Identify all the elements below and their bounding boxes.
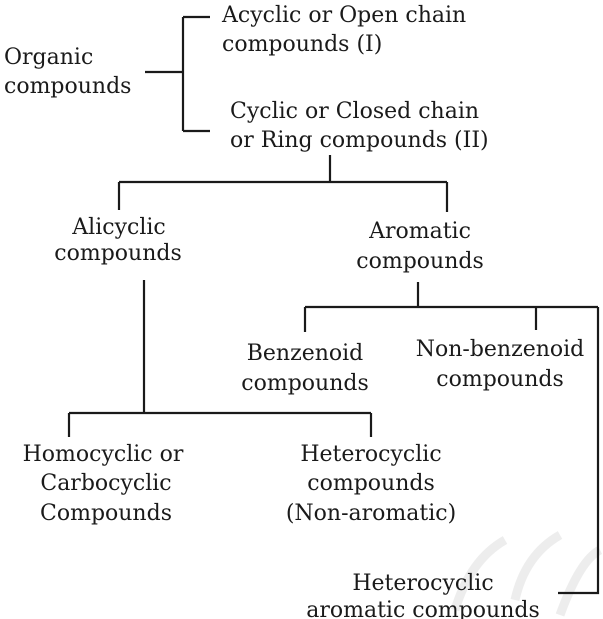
connectors bbox=[67, 15, 600, 595]
node-organic-line-1: Organic bbox=[4, 45, 93, 70]
node-cyclic-line-1: Cyclic or Closed chain bbox=[230, 99, 479, 124]
node-acyclic-line-2: compounds (I) bbox=[222, 32, 382, 57]
node-heterocyclic-aromatic-line-2: aromatic compounds bbox=[306, 598, 540, 619]
node-heterocyclic-line-1: Heterocyclic bbox=[300, 442, 441, 467]
node-heterocyclic-line-2: compounds bbox=[307, 471, 434, 496]
node-benzenoid-line-1: Benzenoid bbox=[247, 341, 364, 366]
node-organic-line-2: compounds bbox=[4, 74, 131, 99]
watermark bbox=[450, 531, 603, 617]
node-benzenoid-compounds: Benzenoid compounds bbox=[241, 341, 368, 396]
node-organic-compounds: Organic compounds bbox=[4, 45, 131, 99]
node-heterocyclic-compounds: Heterocyclic compounds (Non-aromatic) bbox=[286, 442, 456, 526]
node-homocyclic-line-1: Homocyclic or bbox=[23, 442, 184, 467]
node-heterocyclic-aromatic-compounds: Heterocyclic aromatic compounds bbox=[306, 571, 540, 619]
node-non-benzenoid-line-1: Non-benzenoid bbox=[416, 337, 585, 362]
node-non-benzenoid-line-2: compounds bbox=[436, 367, 563, 392]
node-aromatic-line-1: Aromatic bbox=[368, 219, 471, 244]
node-homocyclic-line-3: Compounds bbox=[40, 501, 172, 526]
node-heterocyclic-aromatic-line-1: Heterocyclic bbox=[352, 571, 493, 596]
node-acyclic-line-1: Acyclic or Open chain bbox=[221, 3, 466, 28]
node-acyclic-compounds: Acyclic or Open chain compounds (I) bbox=[221, 3, 466, 57]
node-cyclic-compounds: Cyclic or Closed chain or Ring compounds… bbox=[230, 99, 489, 153]
node-heterocyclic-line-3: (Non-aromatic) bbox=[286, 501, 456, 526]
node-alicyclic-line-1: Alicyclic bbox=[71, 215, 165, 240]
connector-to-heterocyclic-aromatic bbox=[558, 307, 600, 595]
node-alicyclic-line-2: compounds bbox=[54, 241, 181, 266]
node-alicyclic-compounds: Alicyclic compounds bbox=[54, 215, 181, 266]
node-cyclic-line-2: or Ring compounds (II) bbox=[230, 128, 489, 153]
node-homocyclic-line-2: Carbocyclic bbox=[40, 471, 171, 496]
node-non-benzenoid-compounds: Non-benzenoid compounds bbox=[416, 337, 585, 392]
node-homocyclic-compounds: Homocyclic or Carbocyclic Compounds bbox=[23, 442, 184, 526]
node-aromatic-compounds: Aromatic compounds bbox=[356, 219, 483, 274]
node-aromatic-line-2: compounds bbox=[356, 249, 483, 274]
node-benzenoid-line-2: compounds bbox=[241, 371, 368, 396]
